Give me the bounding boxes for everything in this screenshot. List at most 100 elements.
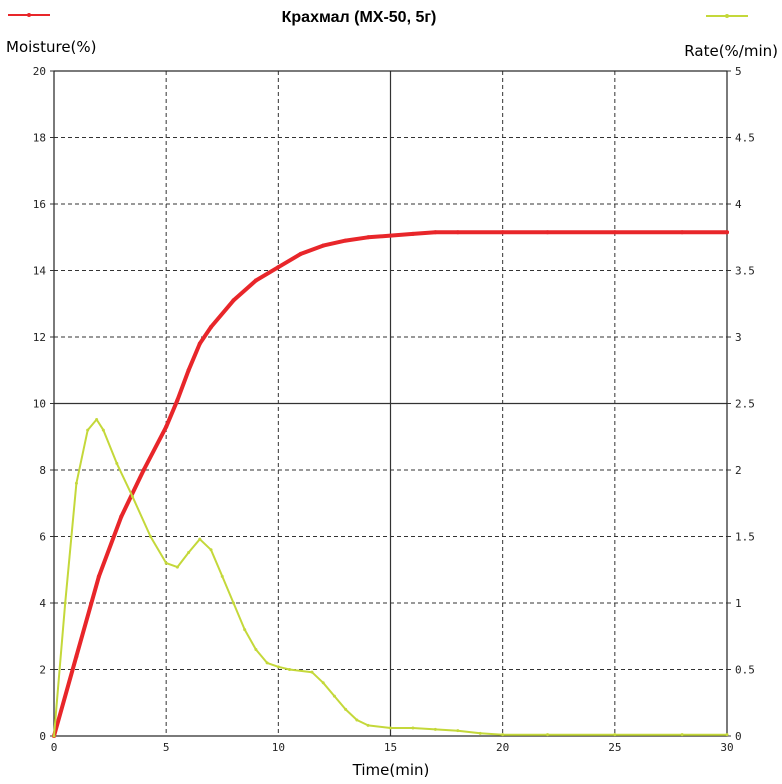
y-right-tick-label: 0.5 <box>735 664 755 677</box>
moisture-data-point <box>141 468 146 472</box>
rate-data-point <box>265 661 269 665</box>
y-left-tick-label: 2 <box>39 664 46 677</box>
rate-data-point <box>243 628 247 632</box>
rate-data-point <box>456 729 460 733</box>
rate-data-point <box>131 495 135 499</box>
y-left-tick-label: 14 <box>33 265 47 278</box>
y-left-tick-label: 16 <box>33 198 46 211</box>
x-axis-label: Time(min) <box>352 761 430 779</box>
rate-data-point <box>478 731 482 735</box>
rate-data-point <box>148 535 152 538</box>
moisture-data-point <box>74 654 79 659</box>
moisture-data-point <box>253 278 258 283</box>
moisture-data-point <box>455 230 460 235</box>
moisture-data-point <box>343 238 348 243</box>
y-left-tick-label: 20 <box>33 65 46 78</box>
moisture-series-line <box>52 230 729 738</box>
moisture-data-point <box>96 574 101 579</box>
rate-data-point <box>501 733 505 737</box>
x-tick-label: 10 <box>272 741 285 754</box>
y-right-tick-label: 2.5 <box>735 398 755 411</box>
y-left-tick-label: 0 <box>39 730 46 743</box>
moisture-data-point <box>366 235 371 240</box>
moisture-data-point <box>321 243 326 248</box>
x-tick-label: 25 <box>608 741 621 754</box>
legend-rate-marker <box>725 14 729 18</box>
rate-data-point <box>725 733 729 737</box>
rate-data-point <box>86 428 90 432</box>
legend-moisture-marker <box>27 13 31 17</box>
rate-data-point <box>101 428 105 432</box>
x-tick-label: 0 <box>51 741 58 754</box>
moisture-data-point <box>410 231 415 236</box>
y-left-tick-label: 6 <box>39 531 46 544</box>
moisture-data-point <box>612 230 617 235</box>
moisture-data-point <box>500 230 505 235</box>
x-tick-label: 20 <box>496 741 509 754</box>
moisture-data-point <box>725 230 729 235</box>
y-left-tick-label: 18 <box>33 132 46 145</box>
rate-data-point <box>74 481 78 485</box>
moisture-data-point <box>209 325 214 330</box>
moisture-data-point <box>433 230 438 235</box>
x-tick-label: 30 <box>720 741 733 754</box>
moisture-data-point <box>197 341 202 346</box>
rate-data-point <box>613 733 617 737</box>
moisture-data-point <box>231 298 236 303</box>
y-right-tick-label: 3.5 <box>735 265 755 278</box>
rate-data-point <box>680 733 684 737</box>
y-right-tick-label: 3 <box>735 331 742 344</box>
rate-data-point <box>276 665 280 669</box>
moisture-data-point <box>388 233 393 238</box>
y-right-tick-label: 1 <box>735 597 742 610</box>
rate-data-point <box>175 565 179 569</box>
rate-data-point <box>288 668 292 671</box>
rate-data-point <box>198 537 202 541</box>
y-left-tick-label: 12 <box>33 331 46 344</box>
rate-data-point <box>310 670 314 674</box>
rate-data-point <box>115 461 119 465</box>
moisture-data-point <box>680 230 685 235</box>
y-left-tick-label: 10 <box>33 398 46 411</box>
rate-data-point <box>433 727 437 731</box>
rate-data-point <box>546 733 550 737</box>
y-left-axis-label: Moisture(%) <box>6 38 97 56</box>
rate-data-point <box>187 550 191 554</box>
moisture-data-point <box>119 514 124 519</box>
rate-data-point <box>366 723 370 727</box>
rate-data-point <box>332 694 336 698</box>
rate-data-point <box>220 574 224 578</box>
moisture-data-point <box>298 251 303 256</box>
y-right-tick-label: 4 <box>735 198 742 211</box>
moisture-data-point <box>545 230 550 235</box>
rate-data-point <box>52 734 56 738</box>
rate-data-point <box>355 718 359 722</box>
rate-data-point <box>63 601 67 605</box>
y-right-axis-label: Rate(%/min) <box>684 42 778 60</box>
y-right-tick-label: 5 <box>735 65 742 78</box>
moisture-data-point <box>175 398 180 403</box>
y-right-tick-label: 1.5 <box>735 531 755 544</box>
rate-data-point <box>254 648 258 652</box>
rate-data-point <box>209 548 213 552</box>
rate-data-point <box>344 707 348 711</box>
rate-data-point <box>164 561 168 565</box>
rate-data-point <box>321 681 325 685</box>
chart-title: Крахмал (MX-50, 5г) <box>282 9 437 26</box>
moisture-data-point <box>276 265 281 270</box>
y-left-tick-label: 4 <box>39 597 46 610</box>
y-right-tick-label: 0 <box>735 730 742 743</box>
rate-data-point <box>231 601 235 605</box>
rate-data-point <box>389 726 392 730</box>
rate-data-point <box>95 417 99 421</box>
y-left-tick-label: 8 <box>39 464 46 477</box>
moisture-data-point <box>164 424 169 429</box>
x-tick-label: 5 <box>163 741 170 754</box>
y-right-tick-label: 4.5 <box>735 132 755 145</box>
x-tick-label: 15 <box>384 741 397 754</box>
y-right-tick-label: 2 <box>735 464 742 477</box>
rate-data-point <box>411 726 415 730</box>
moisture-data-point <box>186 368 191 373</box>
